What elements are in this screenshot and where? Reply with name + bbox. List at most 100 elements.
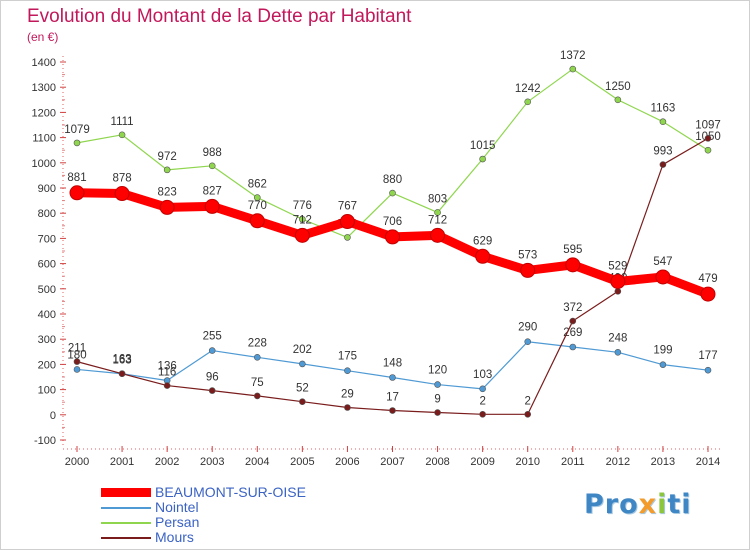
data-point <box>479 410 486 418</box>
data-point <box>299 398 306 405</box>
data-point <box>704 366 712 374</box>
x-tick-label: 2014 <box>696 456 720 468</box>
data-label: 573 <box>518 249 537 261</box>
data-point <box>659 361 667 368</box>
data-label: 180 <box>67 349 86 361</box>
data-label: 972 <box>158 151 177 163</box>
x-tick-label: 2007 <box>380 456 404 468</box>
data-label: 1163 <box>651 103 676 115</box>
data-label: 1372 <box>560 50 586 62</box>
legend-item: Nointel <box>101 500 306 515</box>
legend: BEAUMONT-SUR-OISE Nointel Persan Mours <box>101 485 306 545</box>
y-tick-label: 800 <box>38 208 56 220</box>
data-label: 177 <box>698 350 717 362</box>
data-point <box>253 354 261 361</box>
series-beaumont-sur-oise: 881 878 823 827 770 712 767 706 712 629 573 595 529 5… <box>67 172 718 302</box>
data-point <box>430 227 446 243</box>
data-label: 479 <box>698 273 717 285</box>
data-point <box>569 65 577 73</box>
data-label: 862 <box>248 179 267 191</box>
data-label: 712 <box>428 214 447 226</box>
y-tick-label: 400 <box>38 309 56 321</box>
y-tick-label: 600 <box>38 259 56 271</box>
data-label: 163 <box>112 354 131 366</box>
y-tick-label: 0 <box>50 410 56 422</box>
data-label: 880 <box>383 174 402 186</box>
data-point <box>659 118 667 126</box>
data-label: 372 <box>563 302 582 314</box>
data-label: 827 <box>203 185 222 197</box>
data-label: 706 <box>383 216 402 228</box>
data-label: 776 <box>293 200 312 212</box>
data-point <box>700 286 716 302</box>
data-point <box>73 358 81 365</box>
data-point <box>69 185 85 201</box>
data-label: 595 <box>563 244 582 256</box>
data-point <box>569 317 577 325</box>
x-tick-label: 2011 <box>561 456 585 468</box>
data-point <box>299 215 306 223</box>
y-tick-label: 200 <box>38 359 56 371</box>
data-label: 163 <box>112 355 131 367</box>
data-label: 803 <box>428 193 447 205</box>
x-tick-label: 2003 <box>200 456 224 468</box>
series-mours: 21116311696755229179223724909931097 <box>68 119 721 418</box>
data-point <box>208 347 216 354</box>
data-point <box>118 370 126 378</box>
y-tick-label: 1300 <box>32 82 56 94</box>
x-tick-label: 2013 <box>651 456 675 468</box>
y-tick-label: 1100 <box>32 133 56 145</box>
y-tick-label: 1200 <box>32 107 56 119</box>
data-label: 2 <box>525 395 531 407</box>
y-tick-label: 100 <box>38 385 56 397</box>
data-point <box>659 161 667 168</box>
data-point <box>163 166 171 174</box>
data-label: 290 <box>518 322 537 334</box>
data-point <box>655 269 671 285</box>
chart-title: Evolution du Montant de la Dette par Hab… <box>27 6 412 27</box>
data-point <box>520 262 536 278</box>
data-point <box>253 194 261 201</box>
data-label: 9 <box>434 394 440 406</box>
data-label: 1250 <box>605 81 631 93</box>
data-label: 248 <box>608 332 627 344</box>
data-label: 529 <box>608 260 627 272</box>
data-point <box>434 209 441 216</box>
data-label: 1111 <box>111 116 134 128</box>
x-tick-label: 2001 <box>110 456 134 468</box>
legend-item: BEAUMONT-SUR-OISE <box>101 485 306 500</box>
data-point <box>389 407 396 414</box>
data-point <box>339 214 355 230</box>
legend-swatch <box>101 536 151 539</box>
legend-label: Nointel <box>155 499 199 515</box>
data-label: 767 <box>338 201 357 213</box>
data-point <box>208 387 216 394</box>
y-tick-label: 700 <box>38 233 56 245</box>
x-tick-label: 2002 <box>155 456 179 468</box>
data-label: 116 <box>158 367 176 379</box>
data-point <box>614 349 622 356</box>
legend-swatch <box>101 488 151 497</box>
data-point <box>114 186 130 202</box>
legend-label: Persan <box>155 514 200 530</box>
data-label: 881 <box>67 172 86 184</box>
data-point <box>159 199 175 215</box>
data-label: 1015 <box>470 140 496 152</box>
data-label: 103 <box>473 369 492 381</box>
series-nointel: 180 163 136 255 228 202 175 148 120 103 290 269 248 1… <box>67 322 718 393</box>
y-tick-label: 900 <box>38 183 56 195</box>
data-point <box>704 135 712 142</box>
legend-swatch <box>101 506 151 509</box>
x-tick-label: 2006 <box>335 456 359 468</box>
legend-swatch <box>101 521 151 524</box>
legend-item: Mours <box>101 530 306 545</box>
data-point <box>118 131 126 139</box>
x-tick-label: 2004 <box>245 456 269 468</box>
data-label: 29 <box>341 388 354 400</box>
data-point <box>704 146 712 154</box>
x-tick-label: 2009 <box>470 456 494 468</box>
y-tick-label: 1400 <box>32 57 56 69</box>
data-label: 96 <box>206 372 219 384</box>
